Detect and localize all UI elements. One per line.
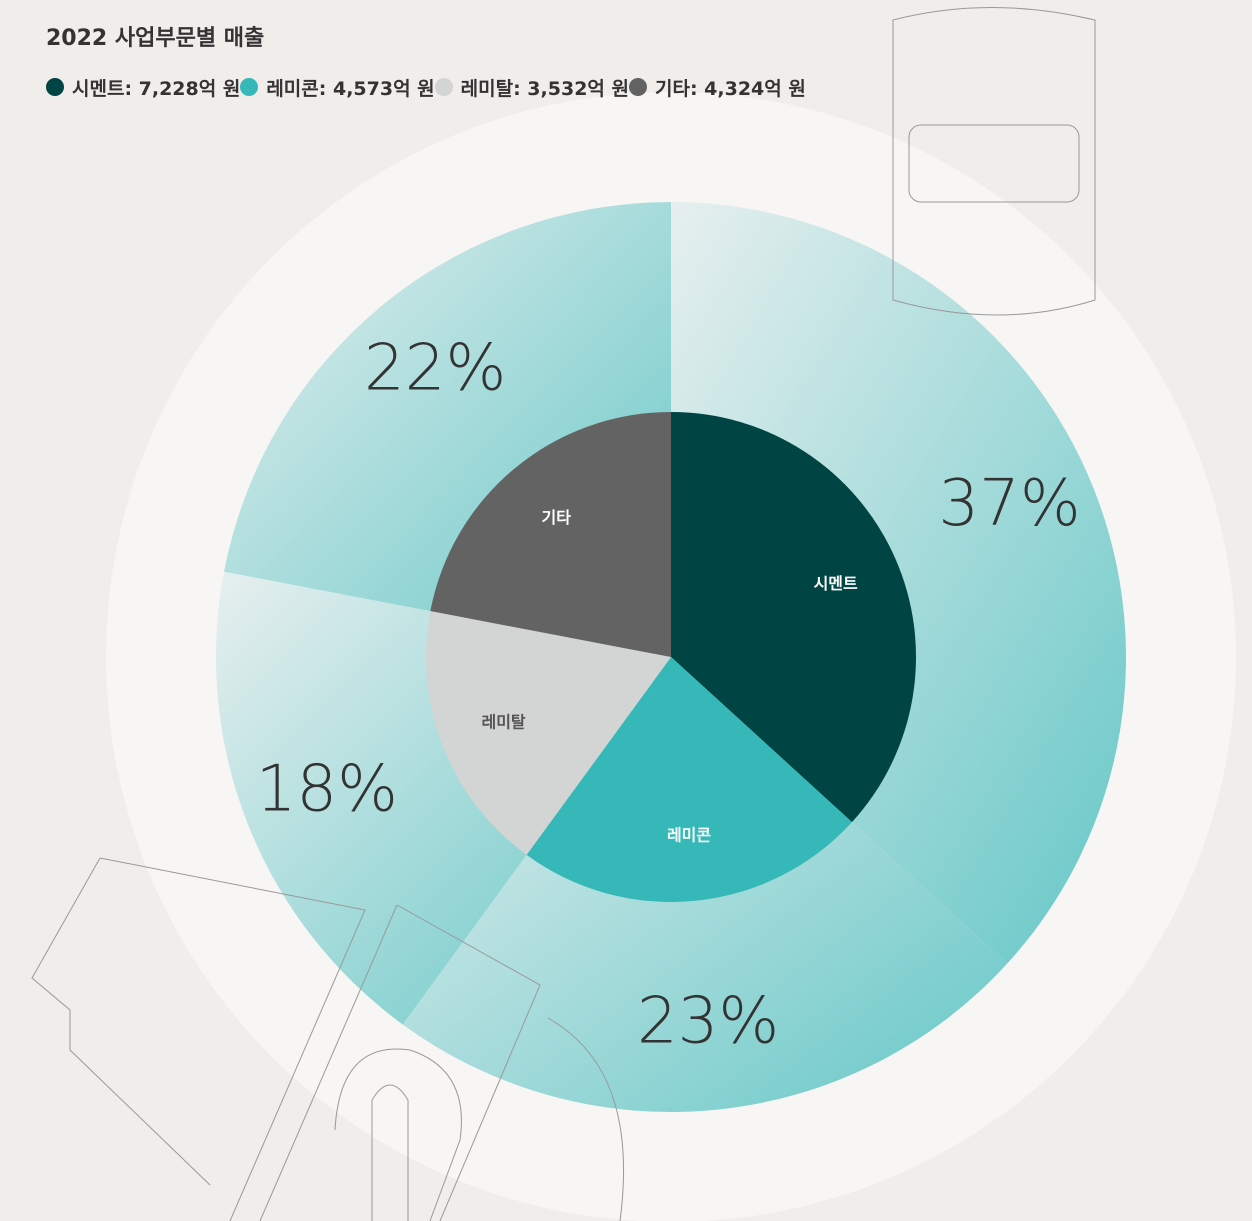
pie-slice [426,611,671,855]
pie-slice [671,412,916,823]
legend-item: 레미탈: 3,532억 원 [434,72,629,102]
slice-label: 레미탈 [481,713,525,732]
legend-label: 레미탈: 3,532억 원 [460,77,629,100]
decoration [31,7,1096,1221]
slice-label: 레미콘 [667,826,711,845]
legend-label: 기타: 4,324억 원 [654,77,806,100]
pie-slice [430,412,671,657]
slice-label: 기타 [542,508,572,527]
share-label: 18% [256,752,398,826]
share-label: 22% [364,331,506,405]
legend-item: 레미콘: 4,573억 원 [240,72,435,102]
legend-item: 시멘트: 7,228억 원 [46,72,240,102]
legend-items: 시멘트: 7,228억 원 레미콘: 4,573억 원 레미탈: 3,532억 원 기… [46,72,806,102]
share-label: 23% [637,985,779,1059]
pie-slice [526,657,852,902]
legend-label: 시멘트: 7,228억 원 [72,77,241,100]
legend-item: 기타: 4,324억 원 [628,72,806,102]
chart-title: 2022 사업부문별 매출 [46,26,265,51]
legend-swatch [240,78,259,96]
legend-swatch [628,78,647,96]
legend: 2022 사업부문별 매출 시멘트: 7,228억 원 레미콘: 4,573억 원… [46,20,806,102]
legend-swatch [434,78,453,96]
legend-swatch [46,78,64,96]
share-label: 37% [938,467,1080,541]
legend-label: 레미콘: 4,573억 원 [266,77,435,100]
slice-label: 시멘트 [814,574,858,593]
